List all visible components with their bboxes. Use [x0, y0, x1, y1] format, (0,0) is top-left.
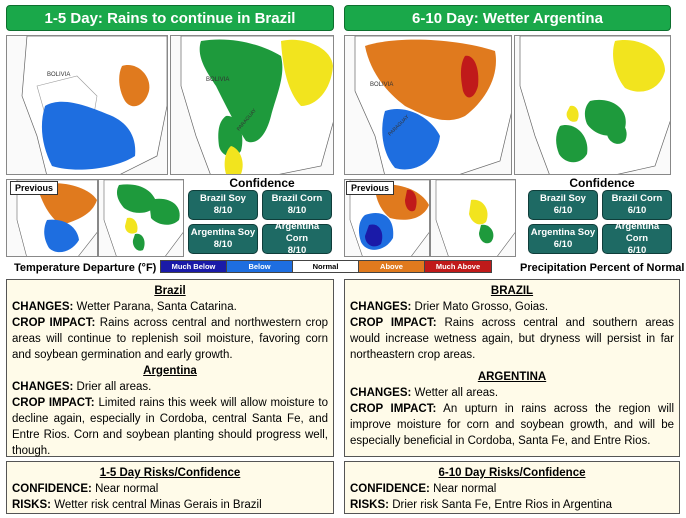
- precipitation-map-6-10-day: [514, 35, 671, 175]
- right-risk-panel: 6-10 Day Risks/Confidence CONFIDENCE: Ne…: [344, 461, 680, 514]
- confidence-argentina-corn-right: Argentina Corn 6/10: [602, 221, 672, 256]
- left-argentina-changes: CHANGES: Drier all areas.: [12, 381, 152, 393]
- legend-color-scale: Much Below Below Normal Above Much Above: [160, 260, 492, 273]
- confidence-brazil-corn-left: Brazil Corn 8/10: [262, 190, 332, 220]
- right-analysis-panel: BRAZIL CHANGES: Drier Mato Grosso, Goias…: [344, 279, 680, 457]
- previous-precipitation-map-left: [98, 179, 184, 257]
- right-brazil-changes: CHANGES: Drier Mato Grosso, Goias.: [350, 301, 549, 313]
- previous-precipitation-map-right: [430, 179, 516, 257]
- right-risk-heading: 6-10 Day Risks/Confidence: [438, 467, 586, 479]
- temperature-map-1-5-day: BOLIVIA: [6, 35, 168, 175]
- right-argentina-impact: CROP IMPACT: An upturn in rains across t…: [350, 403, 674, 447]
- temperature-map-6-10-day: BOLIVIA PARAGUAY: [344, 35, 512, 175]
- confidence-argentina-soy-right: Argentina Soy 6/10: [528, 224, 598, 254]
- map-label-bolivia-3: BOLIVIA: [370, 82, 393, 88]
- left-risk-text: RISKS: Wetter risk central Minas Gerais …: [12, 499, 262, 511]
- precipitation-map-1-5-day: BOLIVIA PARAGUAY: [170, 35, 334, 175]
- legend-above: Above: [359, 261, 425, 272]
- legend-normal: Normal: [293, 261, 359, 272]
- right-brazil-impact: CROP IMPACT: Rains across central and so…: [350, 317, 674, 361]
- left-brazil-heading: Brazil: [154, 285, 186, 297]
- right-argentina-heading: ARGENTINA: [477, 371, 547, 383]
- right-risk-text: RISKS: Drier risk Santa Fe, Entre Rios i…: [350, 499, 613, 511]
- legend-much-above: Much Above: [425, 261, 491, 272]
- confidence-title-left: Confidence: [229, 176, 295, 190]
- left-brazil-changes: CHANGES: Wetter Parana, Santa Catarina.: [12, 301, 237, 313]
- previous-label-right: Previous: [346, 181, 395, 195]
- right-argentina-changes: CHANGES: Wetter all areas.: [350, 387, 499, 399]
- confidence-title-right: Confidence: [569, 176, 635, 190]
- legend-much-below: Much Below: [161, 261, 227, 272]
- left-panel-title: 1-5 Day: Rains to continue in Brazil: [6, 5, 334, 31]
- map-label-bolivia: BOLIVIA: [47, 72, 70, 78]
- confidence-argentina-corn-left: Argentina Corn 8/10: [262, 221, 332, 256]
- left-argentina-heading: Argentina: [143, 365, 197, 377]
- temperature-legend-title: Temperature Departure (°F): [14, 262, 157, 274]
- map-label-bolivia-2: BOLIVIA: [206, 77, 229, 83]
- left-analysis-panel: Brazil CHANGES: Wetter Parana, Santa Cat…: [6, 279, 334, 457]
- confidence-brazil-soy-left: Brazil Soy 8/10: [188, 190, 258, 220]
- right-brazil-heading: BRAZIL: [490, 285, 534, 297]
- left-risk-confidence: CONFIDENCE: Near normal: [12, 483, 159, 495]
- confidence-brazil-corn-right: Brazil Corn 6/10: [602, 190, 672, 220]
- right-risk-confidence: CONFIDENCE: Near normal: [350, 483, 497, 495]
- precipitation-legend-title: Precipitation Percent of Normal: [520, 262, 685, 274]
- confidence-argentina-soy-left: Argentina Soy 8/10: [188, 224, 258, 254]
- legend-below: Below: [227, 261, 293, 272]
- left-brazil-impact: CROP IMPACT: Rains across central and no…: [12, 317, 328, 361]
- confidence-brazil-soy-right: Brazil Soy 6/10: [528, 190, 598, 220]
- left-risk-heading: 1-5 Day Risks/Confidence: [99, 467, 241, 479]
- left-risk-panel: 1-5 Day Risks/Confidence CONFIDENCE: Nea…: [6, 461, 334, 514]
- right-panel-title: 6-10 Day: Wetter Argentina: [344, 5, 671, 31]
- left-argentina-impact: CROP IMPACT: Limited rains this week wil…: [12, 397, 329, 457]
- previous-label-left: Previous: [10, 181, 59, 195]
